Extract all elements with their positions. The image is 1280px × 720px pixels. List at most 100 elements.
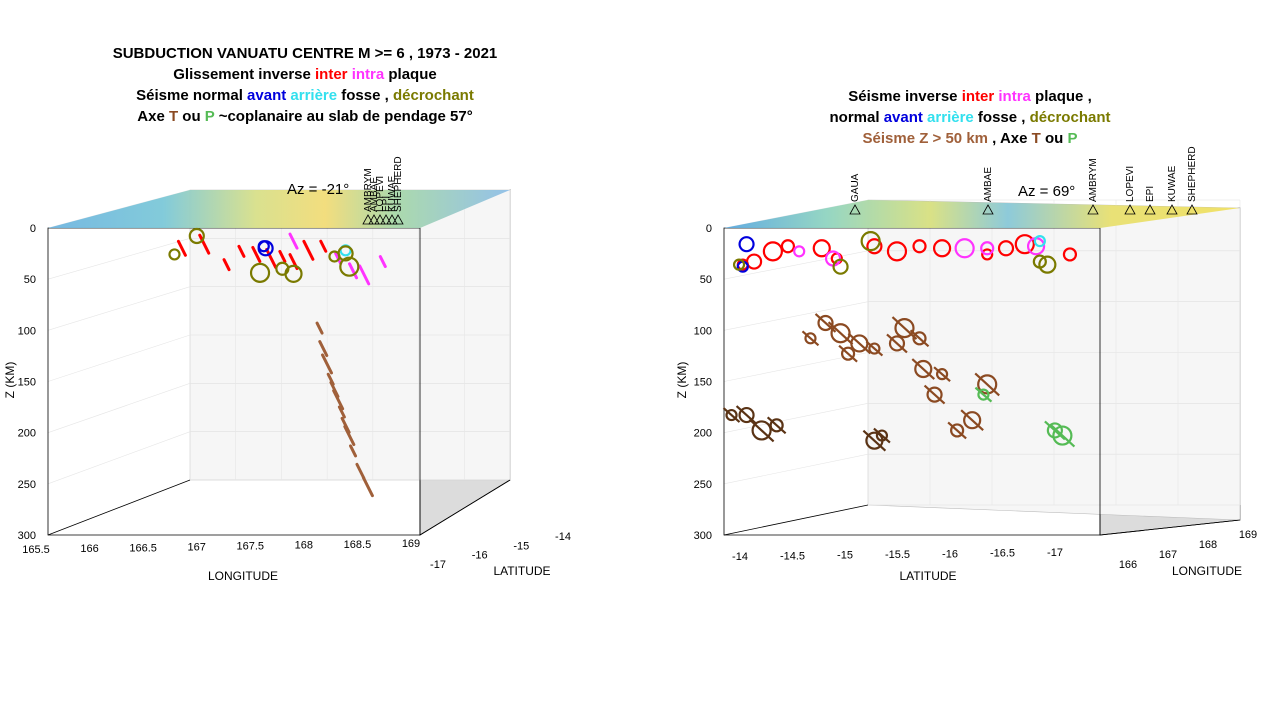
earthquake-circle-deep — [817, 314, 834, 332]
volcano-label: AMBRYM — [1088, 158, 1099, 202]
volcano-label: EPI — [1145, 186, 1156, 202]
volcano-label: SHEPHERD — [1187, 146, 1198, 202]
legend-text: plaque — [384, 66, 437, 83]
earthquake-circle-intra — [980, 241, 995, 256]
left-ylabel: LATITUDE — [493, 564, 550, 578]
legend-intra: intra — [994, 88, 1031, 105]
axis-tick-deep — [865, 340, 884, 357]
z-tick-label: 300 — [18, 530, 36, 542]
volcano-icon — [374, 214, 386, 225]
y-tick-label: 169 — [1239, 529, 1257, 541]
left-title-line-3: Séisme normal avant arrière fosse , décr… — [60, 85, 550, 106]
x-tick-label: 165.5 — [22, 544, 50, 556]
earthquake-circle-inter — [1062, 247, 1078, 262]
earthquake-circle-inter — [1014, 234, 1035, 255]
axis-tick-deep — [838, 344, 858, 363]
y-tick-label: 167 — [1159, 549, 1177, 561]
volcano-label: AMBAE — [369, 177, 380, 212]
left-title-line-2: Glissement inverse inter intra plaque — [60, 64, 550, 85]
legend-arriere: arrière — [286, 87, 338, 104]
focal-axis-mark-deep — [343, 425, 356, 447]
legend-axe-T: T — [168, 108, 179, 125]
volcano-label: AMBRYM — [363, 168, 374, 212]
earthquake-circle-inter — [762, 241, 783, 262]
x-tick-label: -16.5 — [990, 548, 1015, 560]
earthquake-circle-décrochant — [832, 258, 849, 275]
focal-axis-mark-deep — [318, 340, 329, 358]
earthquake-circle-deep — [840, 346, 856, 361]
volcano-icon — [1124, 204, 1136, 215]
right-volcano-labels: GAUA AMBAE AMBRYM LOPEVI EPI KUWAE SHEPHERD — [849, 146, 1198, 215]
axis-tick-axe_P — [974, 386, 993, 403]
right-az-label: Az = 69° — [1018, 183, 1075, 200]
earthquake-circle-deep — [804, 332, 817, 345]
earthquake-circle-deep — [963, 411, 982, 430]
focal-axis-mark-intra — [378, 255, 387, 269]
focal-axis-mark-deep — [332, 389, 345, 411]
legend-text: fosse , — [337, 87, 393, 104]
z-tick-label: 300 — [694, 530, 712, 542]
earthquake-circle-décrochant — [188, 227, 205, 245]
axis-tick-deep_dark — [735, 405, 758, 425]
earthquake-circle-décrochant — [339, 256, 360, 277]
x-tick-label: 168 — [295, 540, 313, 552]
earthquake-circle-axe_P — [977, 388, 990, 401]
y-tick-label: -16 — [472, 550, 488, 562]
earthquake-circle-inter — [886, 241, 908, 262]
legend-text: Axe — [137, 108, 169, 125]
axis-tick-deep — [909, 329, 930, 348]
earthquake-circle-inter — [866, 238, 883, 255]
z-tick-label: 200 — [694, 428, 712, 440]
z-gridline — [723, 453, 869, 485]
volcano-icon — [362, 214, 374, 225]
right-chart-title: Séisme inverse inter intra plaque , norm… — [760, 86, 1180, 149]
axis-tick-deep — [923, 384, 946, 405]
x-tick-label: -15 — [837, 550, 853, 562]
right-tick-labels: 0 50 100 150 200 250 300 -14 -14.5 -15 -15.5 -16 -16… — [694, 223, 1258, 571]
volcano-icon — [392, 214, 404, 225]
focal-axis-mark-deep — [315, 321, 324, 335]
focal-axis-mark-inter — [251, 245, 262, 263]
earthquake-circle-inter — [912, 239, 927, 254]
x-tick-label: -14 — [732, 551, 748, 563]
volcano-label: LOPEVI — [1125, 166, 1136, 202]
earthquake-circle-inter — [997, 240, 1015, 257]
legend-text: ~coplanaire au slab de pendage 57° — [214, 108, 473, 125]
focal-axis-mark-inter — [265, 248, 278, 270]
left-chart-title: SUBDUCTION VANUATU CENTRE M >= 6 , 1973 … — [60, 43, 550, 127]
earthquake-circle-inter — [981, 248, 994, 261]
volcano-icon — [1144, 204, 1156, 215]
axis-tick-deep — [933, 366, 951, 382]
right-ylabel: LONGITUDE — [1172, 564, 1242, 578]
axis-tick-deep_dark — [748, 418, 775, 443]
focal-axis-mark-deep — [355, 462, 366, 480]
focal-axis-mark-inter — [237, 244, 246, 258]
axis-tick-deep_dark — [862, 429, 887, 452]
axis-tick-deep_dark — [873, 427, 891, 444]
earthquake-circle-intra — [793, 245, 806, 258]
axis-tick-deep_dark — [722, 407, 741, 423]
earthquake-circle-deep — [926, 386, 943, 403]
z-tick-label: 50 — [24, 274, 36, 286]
left-title-line-4: Axe T ou P ~coplanaire au slab de pendag… — [60, 106, 550, 127]
focal-axis-mark-inter — [278, 249, 287, 263]
left-tick-labels: 0 50 100 150 200 250 300 165.5 166 166.5 167 167.5 1… — [18, 223, 571, 571]
earthquake-circle-avant — [738, 236, 755, 253]
earthquake-circle-décrochant — [860, 231, 881, 252]
right-topo-surface — [724, 200, 1240, 228]
z-gridline — [47, 238, 191, 280]
z-tick-label: 0 — [30, 223, 36, 235]
volcano-icon — [386, 214, 398, 225]
left-data-marks — [168, 227, 387, 498]
earthquake-circle-deep — [935, 368, 949, 381]
left-title-line-1: SUBDUCTION VANUATU CENTRE M >= 6 , 1973 … — [112, 45, 498, 62]
y-tick-label: -15 — [513, 540, 529, 552]
right-plot: Az = 69° Z (KM) LATITUDE LONGITUDE 0 50 10… — [675, 146, 1257, 583]
y-tick-label: -17 — [430, 559, 446, 571]
right-data-marks — [722, 231, 1078, 452]
z-tick-label: 100 — [694, 325, 712, 337]
volcano-label: EPI — [381, 196, 392, 212]
legend-text: ou — [178, 108, 205, 125]
legend-text: ou — [1040, 130, 1068, 147]
